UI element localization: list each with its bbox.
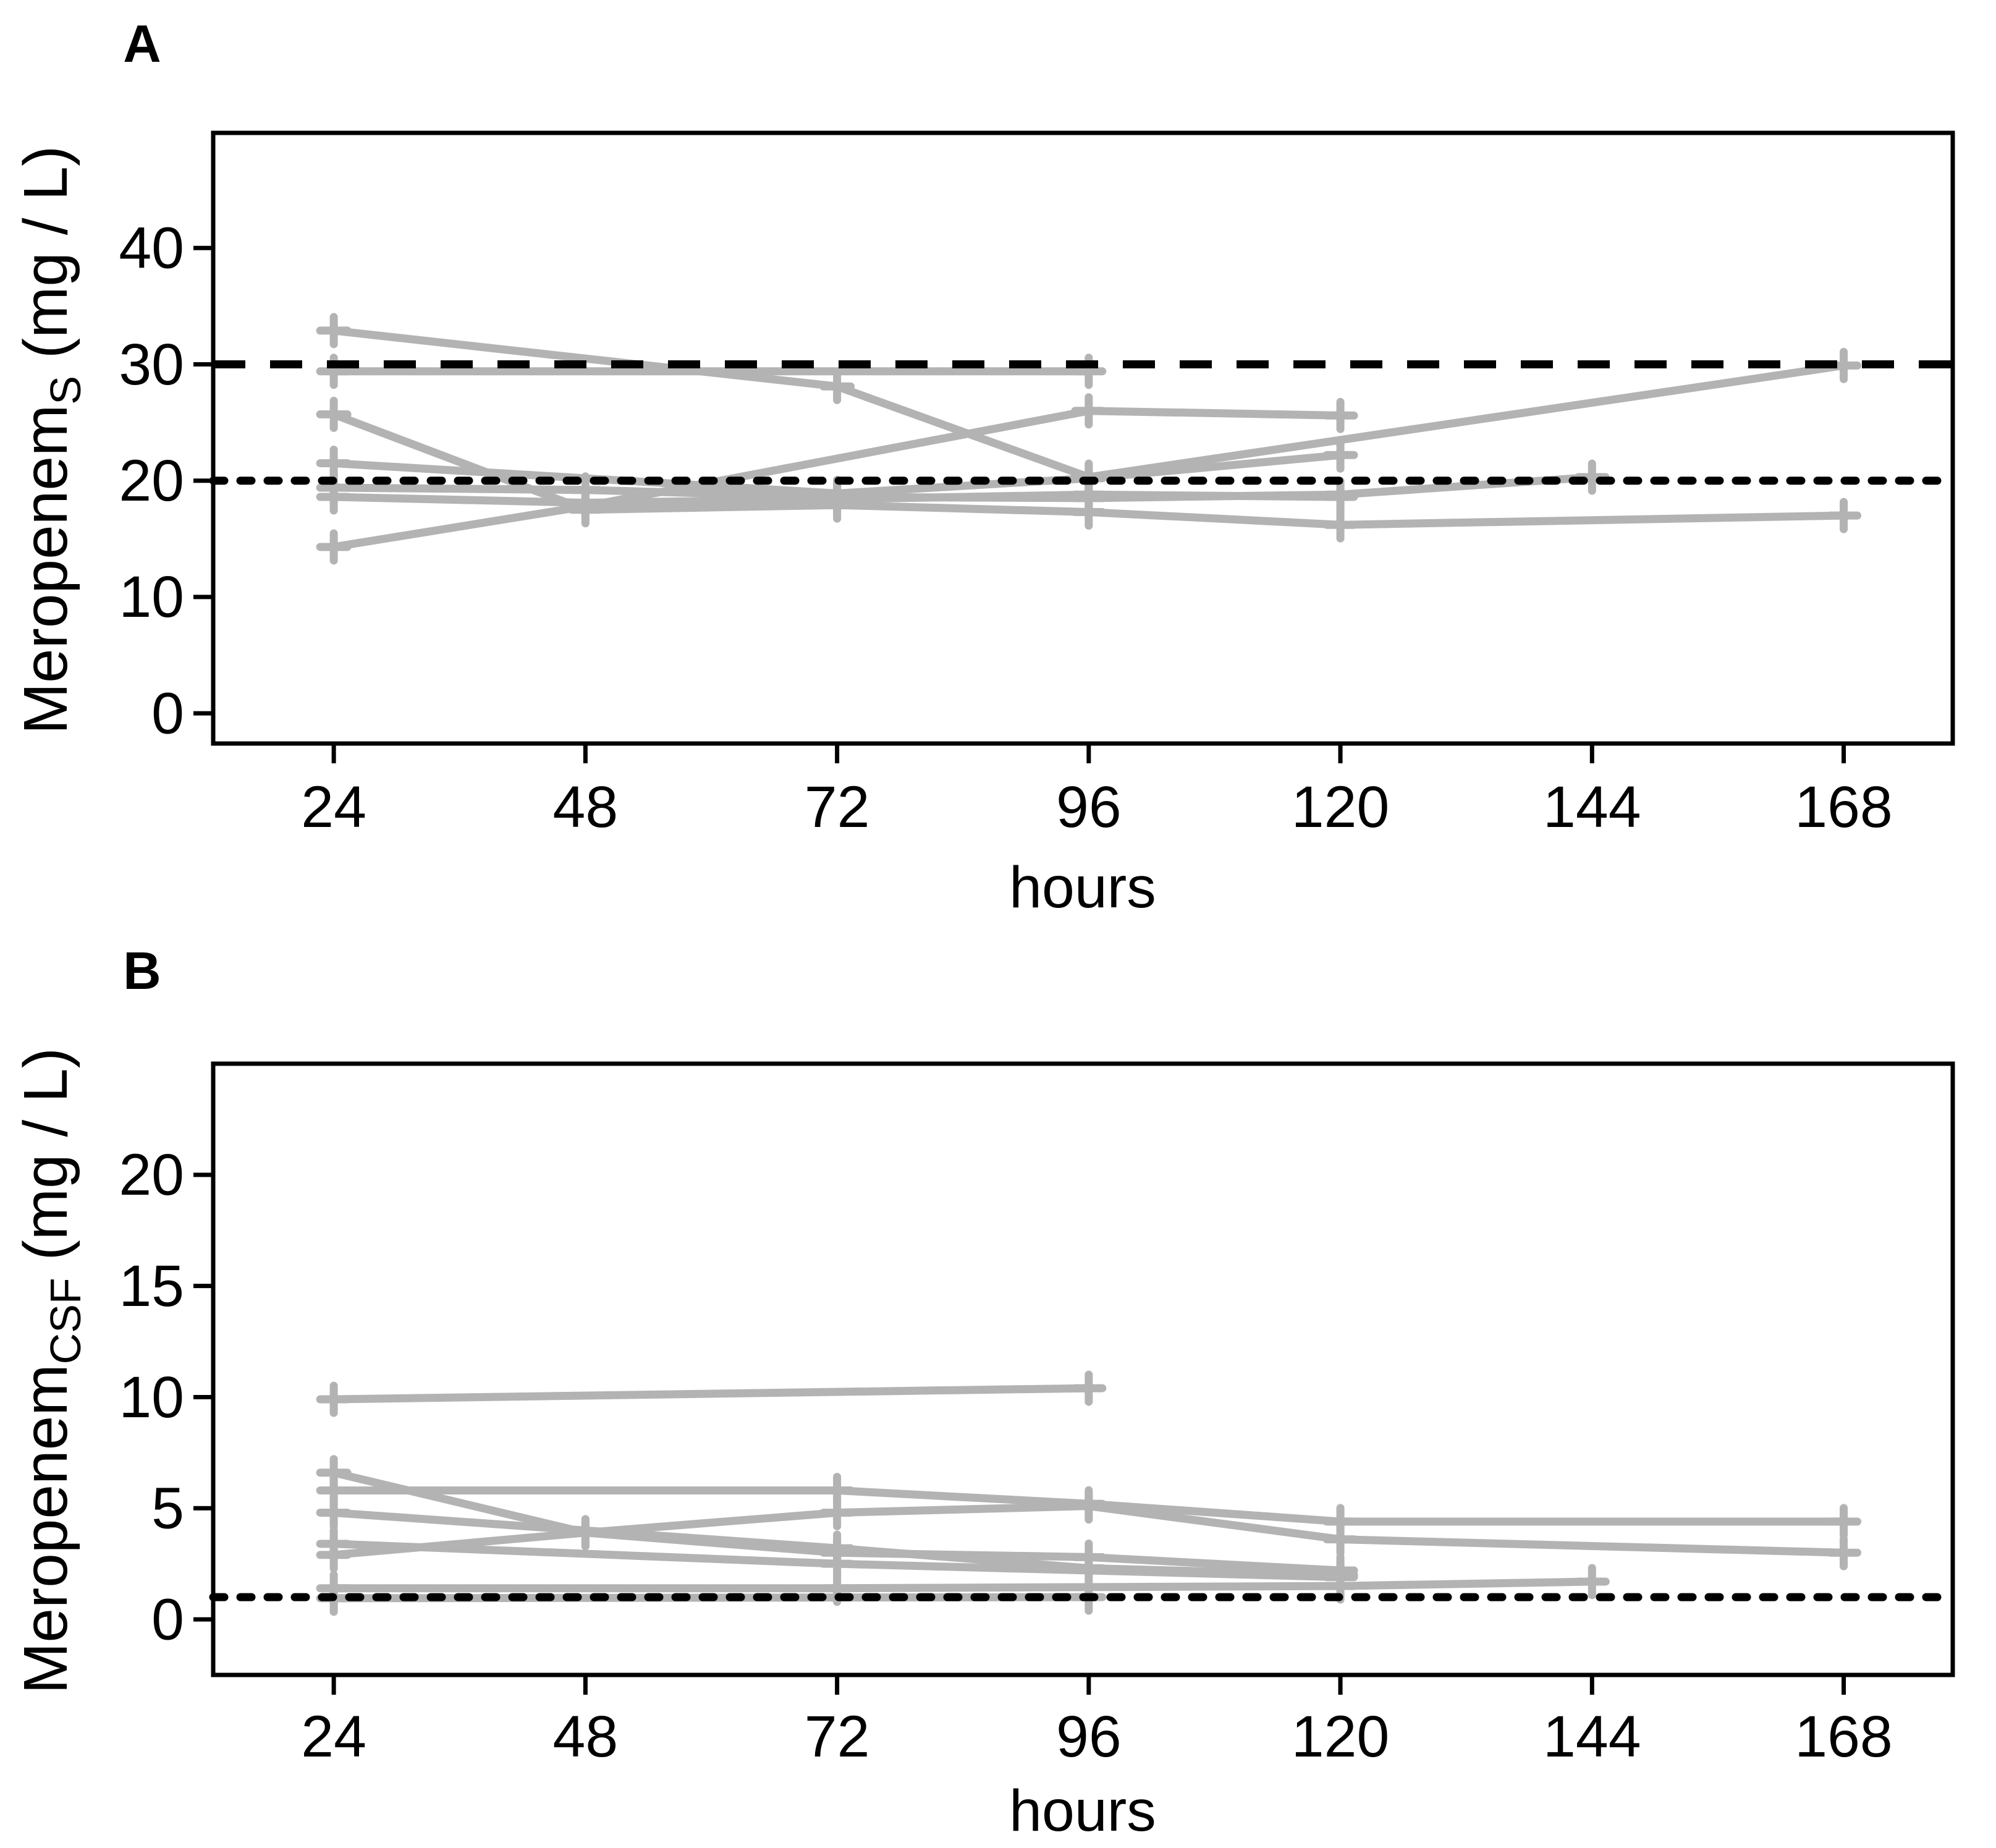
x-tick-label: 24 (301, 774, 366, 840)
y-tick-label: 40 (119, 216, 184, 281)
x-tick-label: 24 (301, 1704, 366, 1770)
x-tick-label: 48 (553, 774, 619, 840)
series-markers-patient-1 (316, 1370, 1107, 1417)
y-tick-label: 20 (119, 448, 184, 514)
x-axis-title: hours (1009, 1778, 1156, 1844)
x-tick-label: 168 (1795, 774, 1893, 840)
series-markers-patient-7 (316, 393, 1358, 565)
x-axis-title: hours (1009, 855, 1156, 920)
x-tick-label: 120 (1292, 774, 1390, 840)
series-line-patient-7 (333, 407, 1341, 551)
y-tick-label: 0 (151, 680, 184, 746)
series-line-patient-1 (334, 1384, 1089, 1404)
y-tick-label: 10 (119, 1365, 184, 1430)
x-tick-label: 96 (1056, 774, 1122, 840)
x-tick-label: 72 (805, 1704, 870, 1770)
panel-label: A (123, 15, 161, 74)
y-axis-title: MeropenemCSF (mg / L) (11, 1048, 90, 1694)
y-tick-label: 15 (119, 1253, 184, 1319)
series-markers-patient-2 (316, 354, 1107, 389)
x-tick-label: 72 (805, 774, 870, 840)
plot-box (211, 1061, 1955, 1677)
panel-label: B (123, 942, 161, 1001)
series-markers-patient-6 (316, 1526, 1358, 1595)
series-line-patient-3 (332, 410, 1844, 529)
x-tick-label: 48 (553, 1704, 619, 1770)
y-tick-label: 5 (151, 1476, 184, 1541)
plot-box (211, 130, 1955, 746)
x-tick-label: 144 (1543, 774, 1641, 840)
x-tick-label: 144 (1543, 1704, 1641, 1770)
y-tick-label: 10 (119, 564, 184, 630)
y-axis-title: MeropenemS (mg / L) (11, 146, 90, 735)
series-line-patient-4 (333, 1502, 1844, 1559)
x-tick-label: 168 (1795, 1704, 1893, 1770)
y-tick-label: 30 (119, 332, 184, 397)
y-tick-label: 0 (151, 1587, 184, 1652)
y-tick-label: 20 (119, 1142, 184, 1208)
x-tick-label: 120 (1292, 1704, 1390, 1770)
x-tick-label: 96 (1056, 1704, 1122, 1770)
